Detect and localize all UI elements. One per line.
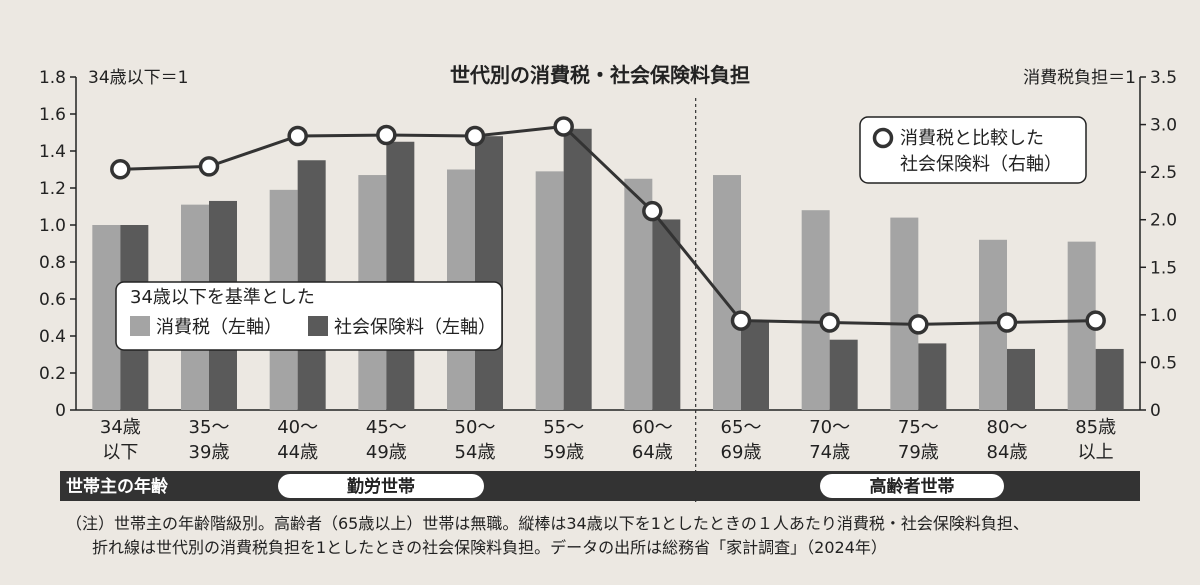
legend-label-consumption-tax: 消費税（左軸） — [156, 317, 282, 338]
left-tick-label: 0.4 — [39, 327, 66, 347]
ratio-point — [376, 124, 397, 146]
category-label: 39歳 — [189, 442, 230, 463]
category-label: 65～ — [721, 417, 762, 438]
axes: 0 0.2 0.4 0.6 0.8 1.0 1.2 1.4 1.6 1.8 0 0.5 1.0 1.5 2.… — [39, 68, 1177, 502]
bar-consumption-tax — [535, 171, 564, 410]
left-tick-label: 1.0 — [39, 216, 66, 236]
left-tick-label: 1.4 — [39, 142, 66, 162]
ratio-point — [908, 314, 929, 335]
right-axis-note: 消費税負担＝1 — [1023, 68, 1136, 88]
ratio-point — [996, 312, 1018, 333]
legend-bars: 34歳以下を基準とした 消費税（左軸） 社会保険料（左軸） — [115, 281, 503, 351]
line-series — [110, 116, 1106, 335]
bar-social-insurance — [386, 141, 415, 410]
group-label-elderly: 高齢者世帯 — [870, 476, 955, 497]
ratio-point — [198, 156, 220, 177]
category-label: 59歳 — [543, 442, 584, 463]
legend-swatch-social-insurance — [308, 316, 328, 336]
ratio-point — [553, 116, 574, 137]
left-tick-label: 0.6 — [39, 290, 66, 310]
bar-social-insurance — [829, 339, 858, 410]
right-tick-label: 0 — [1150, 401, 1161, 421]
category-label: 50～ — [455, 417, 496, 438]
right-tick-label: 2.0 — [1150, 211, 1177, 231]
ratio-point — [287, 125, 308, 147]
left-tick-label: 1.8 — [39, 68, 66, 88]
legend-line: 消費税と比較した 社会保険料（右軸） — [859, 116, 1087, 184]
left-tick-label: 0.2 — [39, 364, 66, 384]
ratio-point — [642, 200, 663, 222]
legend-bars-heading: 34歳以下を基準とした — [130, 287, 315, 308]
category-label: 49歳 — [366, 442, 407, 463]
legend-line-label-2: 社会保険料（右軸） — [900, 154, 1062, 175]
legend-swatch-consumption-tax — [130, 316, 150, 336]
category-label: 以上 — [1078, 442, 1114, 463]
category-label: 70～ — [809, 417, 850, 438]
right-tick-label: 3.5 — [1150, 68, 1177, 88]
right-tick-label: 0.5 — [1150, 353, 1177, 373]
ratio-point — [819, 312, 840, 333]
ratio-point — [464, 125, 486, 147]
category-label: 54歳 — [455, 442, 496, 463]
category-label: 40～ — [277, 417, 318, 438]
category-label: 69歳 — [721, 442, 762, 463]
category-label: 64歳 — [632, 442, 673, 463]
chart-title: 世代別の消費税・社会保険料負担 — [450, 63, 750, 87]
age-band-label: 世帯主の年齢 — [66, 476, 169, 497]
right-tick-label: 1.0 — [1150, 306, 1177, 326]
category-label: 55～ — [543, 417, 584, 438]
left-tick-label: 1.6 — [39, 105, 66, 125]
left-tick-label: 0.8 — [39, 253, 66, 273]
right-tick-label: 2.5 — [1150, 163, 1177, 183]
right-tick-label: 1.5 — [1150, 258, 1177, 278]
category-label: 35～ — [189, 417, 230, 438]
category-label: 84歳 — [987, 442, 1028, 463]
bar-social-insurance — [475, 136, 503, 410]
category-label: 75～ — [898, 417, 939, 438]
group-pill-working — [278, 474, 484, 498]
bar-social-insurance — [741, 321, 769, 410]
bar-social-insurance — [563, 128, 592, 411]
footnote-line-2: 折れ線は世代別の消費税負担を1としたときの社会保険料負担。データの出所は総務省「… — [92, 538, 887, 557]
legend-line-label-1: 消費税と比較した — [900, 128, 1044, 149]
ratio-point — [1085, 310, 1106, 331]
left-axis-note: 34歳以下＝1 — [88, 68, 188, 88]
category-label: 60～ — [632, 417, 673, 438]
bar-social-insurance — [1007, 348, 1035, 410]
category-label: 45～ — [366, 417, 407, 438]
group-pill-elderly — [820, 474, 1004, 498]
category-label: 80～ — [987, 417, 1028, 438]
category-label: 74歳 — [809, 442, 850, 463]
legend-line-box — [859, 116, 1087, 184]
bar-social-insurance — [652, 219, 681, 410]
right-tick-label: 3.0 — [1150, 116, 1177, 136]
bar-social-insurance — [918, 343, 947, 410]
ratio-line — [120, 124, 1096, 326]
bars — [92, 128, 1124, 411]
category-label: 85歳 — [1075, 417, 1116, 438]
bar-consumption-tax — [890, 217, 919, 410]
group-label-working: 勤労世帯 — [347, 476, 415, 497]
bar-consumption-tax — [801, 210, 830, 410]
bar-social-insurance — [1095, 348, 1124, 410]
left-tick-label: 1.2 — [39, 179, 66, 199]
ratio-point — [730, 310, 752, 331]
left-tick-label: 0 — [55, 401, 66, 421]
legend-line-marker — [872, 127, 894, 149]
category-label: 34歳 — [100, 417, 141, 438]
legend-label-social-insurance: 社会保険料（左軸） — [334, 317, 496, 338]
age-band: 世帯主の年齢 勤労世帯 高齢者世帯 — [60, 471, 1140, 501]
ratio-point — [110, 159, 131, 180]
category-labels: 34歳以下 35～ 39歳 40～ 44歳 45～ 49歳 50～ 54歳 55～ 59歳 60～ 64… — [100, 417, 1116, 463]
category-label: 44歳 — [277, 442, 318, 463]
category-label: 以下 — [102, 442, 138, 463]
category-label: 79歳 — [898, 442, 939, 463]
footnote-line-1: （注）世帯主の年齢階級別。高齢者（65歳以上）世帯は無職。縦棒は34歳以下を1と… — [66, 514, 1029, 533]
